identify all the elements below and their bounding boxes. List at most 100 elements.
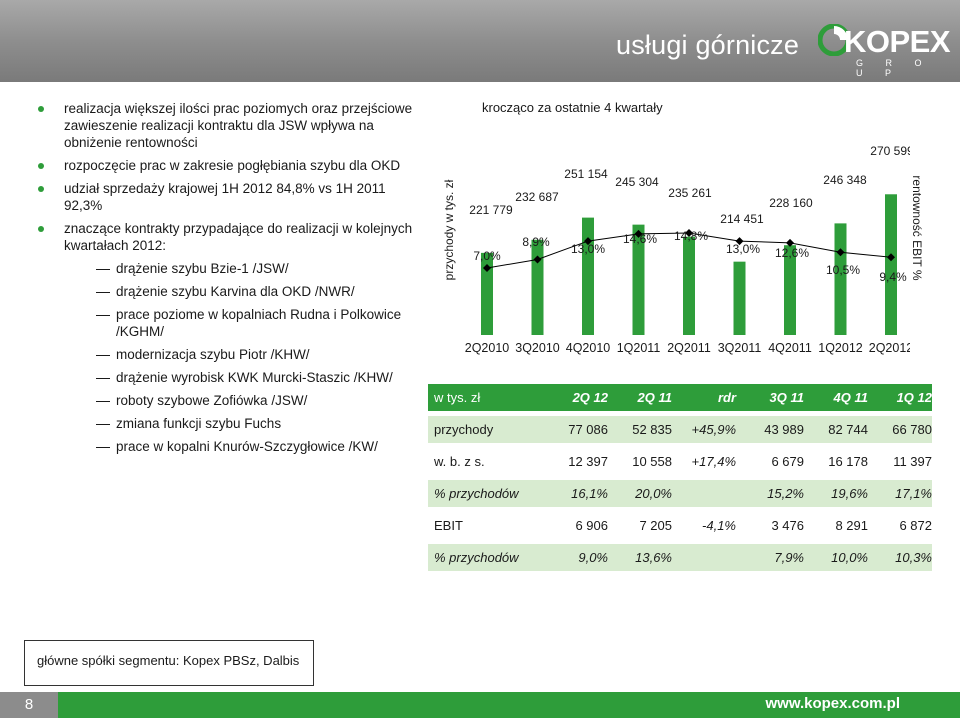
bullet-dot-icon [38, 226, 44, 232]
page-number: 8 [0, 692, 58, 718]
table-cell: 1Q 12 [868, 384, 932, 411]
line-marker [483, 264, 491, 272]
bullet-text: zmiana funkcji szybu Fuchs [116, 416, 282, 431]
bar-value-label: 245 304 [615, 175, 659, 189]
x-tick-label: 2Q2010 [465, 341, 510, 355]
dash-icon [96, 378, 110, 379]
logo-wordmark: KOPEX [844, 24, 951, 59]
dash-icon [96, 292, 110, 293]
footer-bar: 8 www.kopex.com.pl [0, 692, 960, 718]
chart-y-axis-label: przychody w tys. zł [442, 179, 456, 281]
bar-value-label: 251 154 [564, 167, 608, 181]
bullet-text: roboty szybowe Zofiówka /JSW/ [116, 393, 308, 408]
table-cell: 3Q 11 [736, 384, 804, 411]
bar [632, 224, 645, 335]
bar [481, 252, 493, 335]
bullet-text: realizacja większej ilości prac poziomyc… [64, 101, 413, 150]
bar-value-label: 221 779 [469, 203, 513, 217]
kopex-logo: KOPEX G R O U P [818, 20, 958, 78]
line-marker [584, 237, 592, 246]
line-marker [735, 237, 744, 246]
sub-bullet-item: prace poziome w kopalniach Rudna i Polko… [38, 306, 418, 340]
x-tick-label: 4Q2010 [566, 341, 611, 355]
segment-companies-note: główne spółki segmentu: Kopex PBSz, Dalb… [24, 640, 314, 686]
table-cell: 3 476 [771, 518, 804, 533]
dash-icon [96, 315, 110, 316]
website-link[interactable]: www.kopex.com.pl [765, 695, 900, 712]
dash-icon [96, 424, 110, 425]
bar [885, 194, 897, 335]
bullet-text: prace poziome w kopalniach Rudna i Polko… [116, 307, 402, 339]
bullet-dot-icon [38, 163, 44, 169]
line-value-label: 14,8% [674, 229, 708, 243]
table-cell: 16,1% [542, 480, 608, 507]
table-cell [672, 480, 736, 507]
bar-value-label: 228 160 [769, 196, 813, 210]
bullet-list: realizacja większej ilości prac poziomyc… [38, 100, 418, 461]
table-cell: 52 835 [608, 416, 672, 443]
table-cell: 6 906 [575, 518, 608, 533]
header-band: usługi górnicze KOPEX G R O U P [0, 0, 960, 82]
line-value-label: 7,0% [473, 249, 501, 263]
table-cell: 2Q 12 [542, 384, 608, 411]
table-cell: 12 397 [568, 454, 608, 469]
x-tick-label: 2Q2012 [869, 341, 910, 355]
bar [531, 239, 544, 335]
dash-icon [96, 401, 110, 402]
page-title: usługi górnicze [616, 30, 800, 60]
table-cell [672, 544, 736, 571]
sub-bullet-item: drążenie szybu Karvina dla OKD /NWR/ [38, 283, 418, 300]
line-marker [634, 229, 643, 238]
table-row: % przychodów 16,1% 20,0% 15,2% 19,6% 17,1% [428, 480, 932, 507]
x-tick-label: 3Q2011 [718, 341, 762, 355]
bar-value-label: 270 599 [870, 144, 910, 158]
bar [582, 217, 594, 335]
chart-y2-axis-label: rentowność EBIT % [910, 175, 924, 281]
table-cell: 10,0% [804, 544, 868, 571]
table-cell: 6 872 [899, 518, 932, 533]
table-cell: 7 205 [639, 518, 672, 533]
table-cell: 13,6% [608, 544, 672, 571]
sub-bullet-item: drążenie szybu Bzie-1 /JSW/ [38, 260, 418, 277]
table-row: w. b. z s. 12 397 10 558 +17,4% 6 679 16 178 1… [428, 448, 932, 475]
table-cell: rdr [672, 384, 736, 411]
table-cell: 6 679 [771, 454, 804, 469]
table-cell: -4,1% [702, 518, 736, 533]
table-row: w tys. zł 2Q 12 2Q 11 rdr 3Q 11 4Q 11 1Q 12 [428, 384, 932, 411]
x-tick-label: 2Q2011 [667, 341, 711, 355]
table-cell: 77 086 [542, 416, 608, 443]
table-cell: 9,0% [542, 544, 608, 571]
x-tick-label: 1Q2012 [818, 341, 863, 355]
table-cell: w tys. zł [428, 384, 542, 411]
line-value-label: 12,6% [775, 246, 809, 260]
table-cell: +45,9% [672, 416, 736, 443]
x-tick-label: 1Q2011 [617, 341, 661, 355]
line-marker [685, 229, 693, 237]
table-cell: 17,1% [868, 480, 932, 507]
table-row: przychody 77 086 52 835 +45,9% 43 989 82 744 6… [428, 416, 932, 443]
line-value-label: 10,5% [826, 263, 860, 277]
table-cell: przychody [428, 416, 542, 443]
bar [834, 223, 847, 335]
table-cell: w. b. z s. [434, 454, 485, 469]
line-marker [836, 248, 845, 257]
bar-value-label: 235 261 [668, 186, 712, 200]
table-row: EBIT 6 906 7 205 -4,1% 3 476 8 291 6 872 [428, 512, 932, 539]
bullet-item: znaczące kontrakty przypadające do reali… [38, 220, 418, 254]
line-value-label: 9,4% [879, 270, 907, 284]
sub-bullet-item: drążenie wyrobisk KWK Murcki-Staszic /KH… [38, 369, 418, 386]
table-cell: % przychodów [428, 544, 542, 571]
bullet-text: prace w kopalni Knurów-Szczygłowice /KW/ [116, 439, 378, 454]
table-cell: 4Q 11 [804, 384, 868, 411]
table-cell: 66 780 [868, 416, 932, 443]
sub-bullet-item: roboty szybowe Zofiówka /JSW/ [38, 392, 418, 409]
x-tick-label: 3Q2010 [515, 341, 560, 355]
bullet-text: udział sprzedaży krajowej 1H 2012 84,8% … [64, 181, 386, 213]
bullet-item: rozpoczęcie prac w zakresie pogłębiania … [38, 157, 418, 174]
table-cell: 10,3% [868, 544, 932, 571]
bullet-text: drążenie wyrobisk KWK Murcki-Staszic /KH… [116, 370, 393, 385]
table-cell: 43 989 [736, 416, 804, 443]
bullet-text: rozpoczęcie prac w zakresie pogłębiania … [64, 158, 401, 173]
bullet-text: drążenie szybu Karvina dla OKD /NWR/ [116, 284, 355, 299]
table-cell: 8 291 [835, 518, 868, 533]
